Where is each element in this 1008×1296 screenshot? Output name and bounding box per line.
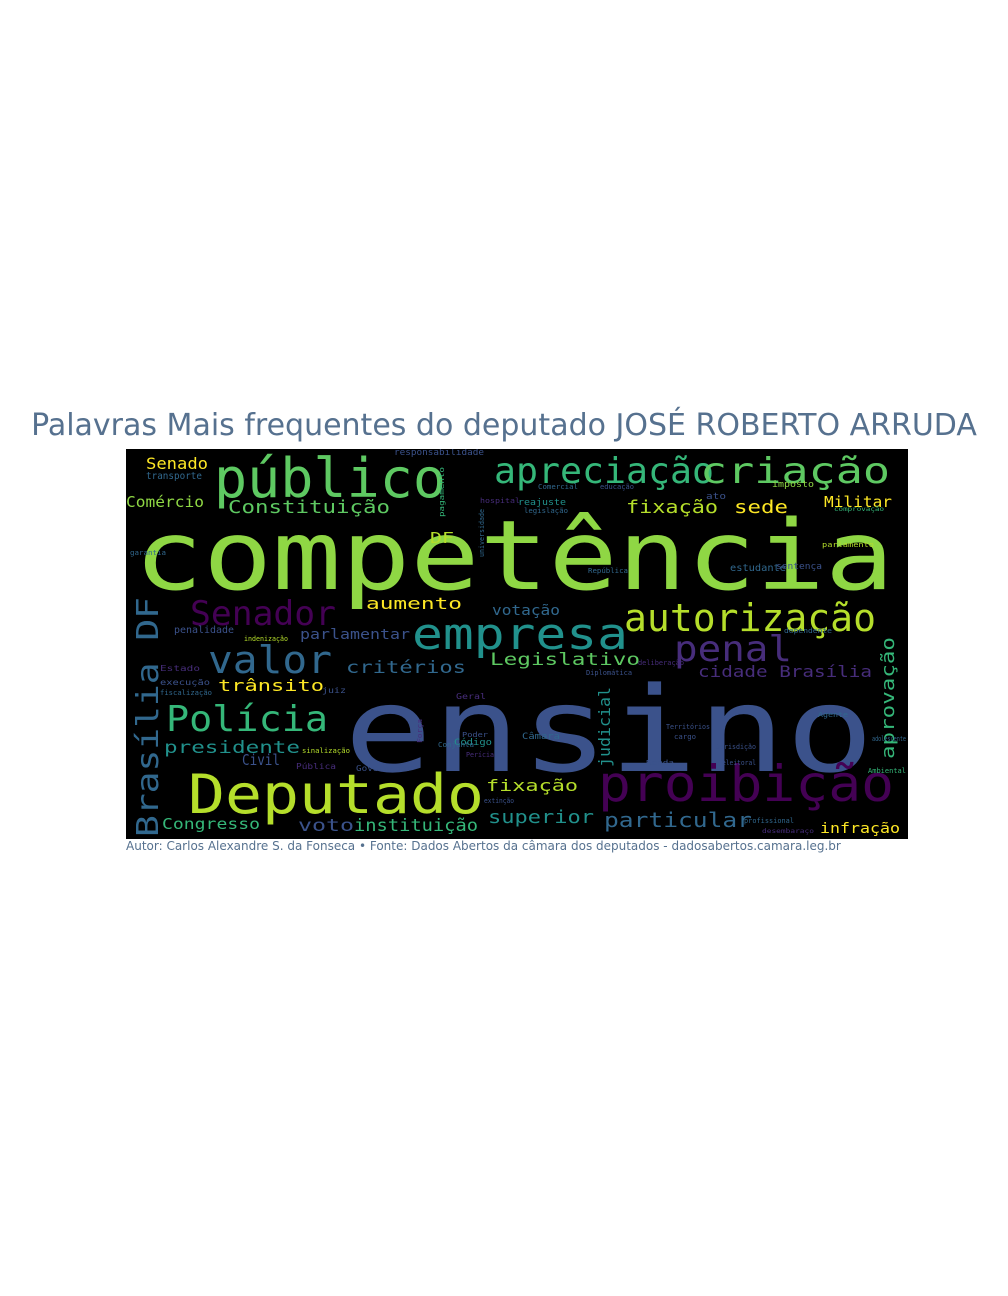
cloud-word: reajuste (518, 498, 566, 508)
cloud-word: hospital (480, 497, 520, 505)
cloud-word: Estado (160, 664, 200, 673)
cloud-word: valor (208, 638, 332, 682)
cloud-word: Conjunta (438, 741, 474, 749)
cloud-word: Governador (356, 764, 412, 773)
cloud-word: transporte (146, 471, 202, 482)
cloud-word: trânsito (218, 676, 324, 695)
cloud-word: Congresso (162, 815, 260, 833)
cloud-word: responsabilidade (394, 449, 484, 458)
cloud-word: República (588, 567, 628, 575)
cloud-word: autorização (624, 596, 876, 640)
cloud-word: votação (492, 603, 560, 619)
cloud-word: particular (604, 808, 752, 832)
cloud-word: Senado (146, 454, 208, 473)
cloud-word: Ambiental (868, 767, 906, 775)
cloud-word: apreciação (494, 451, 714, 492)
cloud-word: DF (430, 529, 454, 547)
cloud-word: indenização (244, 635, 288, 643)
cloud-word: Código (454, 737, 492, 748)
cloud-word: Territórios (666, 723, 710, 731)
cloud-word: público (214, 449, 446, 510)
cloud-word: Deputado (188, 763, 484, 826)
cloud-word: dependente (784, 627, 832, 635)
cloud-word: Brasília DF (131, 597, 166, 837)
cloud-word: sede (734, 497, 788, 518)
cloud-word: desembaraço (762, 828, 814, 835)
cloud-word: legislação (524, 507, 568, 515)
cloud-word: Perícia (466, 751, 494, 759)
cloud-word: educação (600, 483, 634, 491)
cloud-word: Renda (646, 759, 674, 767)
cloud-word: voto (298, 816, 354, 836)
cloud-word: penalidade (174, 625, 234, 636)
cloud-word: Comercial (538, 483, 578, 491)
cloud-word: comprovação (834, 506, 884, 513)
cloud-word: universidade (478, 509, 486, 557)
cloud-word: proibição (598, 755, 894, 813)
source-caption: Autor: Carlos Alexandre S. da Fonseca • … (126, 839, 841, 853)
cloud-word: Agente (818, 711, 848, 719)
cloud-word: profissional (744, 817, 794, 825)
cloud-word: Constituição (228, 497, 390, 518)
cloud-word: Senador (190, 594, 336, 634)
cloud-word: aumento (366, 594, 462, 613)
cloud-word: parlamento (822, 541, 874, 549)
cloud-word: Polícia (166, 699, 328, 740)
cloud-word: deliberação (638, 659, 684, 667)
cloud-word: fixação (486, 776, 578, 795)
cloud-word: juiz (322, 686, 346, 695)
cloud-word: aprovação (878, 637, 899, 759)
cloud-word: Militar (824, 493, 892, 511)
word-cloud: competência ensino público apreciação criaçã… (126, 449, 908, 839)
cloud-word: Pública (296, 762, 336, 771)
cloud-word: adolescente (872, 735, 906, 743)
cloud-word: imposto (772, 480, 814, 490)
cloud-word: criação (700, 451, 890, 492)
cloud-word: pagamento (438, 467, 446, 517)
cloud-word: parlamentar (300, 627, 410, 643)
cloud-word: execução (160, 678, 210, 687)
cloud-word: estudante (730, 563, 786, 574)
cloud-word: critérios (346, 658, 466, 678)
cloud-word: judicial (595, 687, 614, 767)
cloud-word: extinção (484, 797, 514, 805)
cloud-word: fiscalização (160, 689, 212, 697)
cloud-word: cidade Brasília (698, 662, 872, 681)
cloud-word: Legislativo (490, 650, 640, 670)
cloud-word: sentença (776, 562, 822, 572)
cloud-word: cargo (674, 733, 696, 741)
cloud-word: Geral (456, 692, 486, 701)
cloud-word: Comércio (126, 493, 204, 511)
cloud-word: presidente (164, 738, 300, 758)
cloud-word: penal (674, 629, 792, 670)
cloud-word: instituição (354, 816, 478, 836)
word-cloud-canvas: competência ensino público apreciaçãocriaçã… (126, 449, 906, 837)
cloud-word: ensino (344, 661, 874, 799)
cloud-word: infração (820, 821, 900, 837)
cloud-word: empresa (412, 609, 628, 660)
cloud-word: Poder (462, 731, 488, 739)
cloud-word: ato (706, 492, 726, 502)
chart-title: Palavras Mais frequentes do deputado JOS… (31, 408, 977, 443)
cloud-word: Jurisdição (716, 743, 756, 751)
cloud-word: superior (488, 807, 594, 828)
cloud-word: competência (134, 500, 894, 612)
cloud-word: Força (416, 719, 424, 743)
cloud-word: garantia (130, 549, 166, 557)
cloud-word: eleitoral (722, 759, 756, 767)
cloud-word: Câmara (522, 732, 560, 742)
cloud-word: sinalização (302, 747, 350, 755)
cloud-word: Civil (242, 751, 280, 769)
cloud-word: fixação (626, 497, 718, 518)
cloud-word: Diplomática (586, 669, 632, 677)
